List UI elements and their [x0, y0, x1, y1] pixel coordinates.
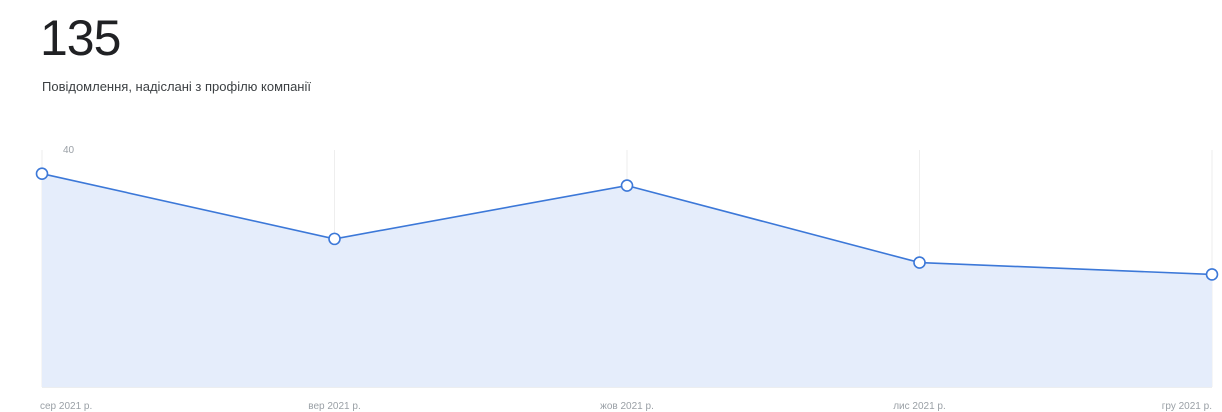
x-tick-label: лис 2021 р. — [893, 401, 946, 412]
data-point[interactable] — [620, 179, 634, 192]
area-fill — [42, 173, 1212, 387]
data-point[interactable] — [35, 167, 49, 180]
x-axis-ticks: сер 2021 р. вер 2021 р. жов 2021 р. лис 202… — [40, 401, 1212, 412]
data-point[interactable] — [913, 256, 926, 269]
data-point[interactable] — [1205, 268, 1219, 281]
x-tick-label: жов 2021 р. — [600, 401, 654, 412]
x-tick-label: гру 2021 р. — [1162, 401, 1212, 412]
total-messages-value: 135 — [40, 10, 121, 66]
data-points — [35, 167, 1219, 281]
x-tick-label: сер 2021 р. — [40, 401, 92, 412]
y-tick-label: 40 — [63, 145, 75, 156]
metric-description: Повідомлення, надіслані з профілю компан… — [42, 79, 311, 94]
x-tick-label: вер 2021 р. — [308, 401, 360, 412]
data-point[interactable] — [328, 232, 341, 246]
